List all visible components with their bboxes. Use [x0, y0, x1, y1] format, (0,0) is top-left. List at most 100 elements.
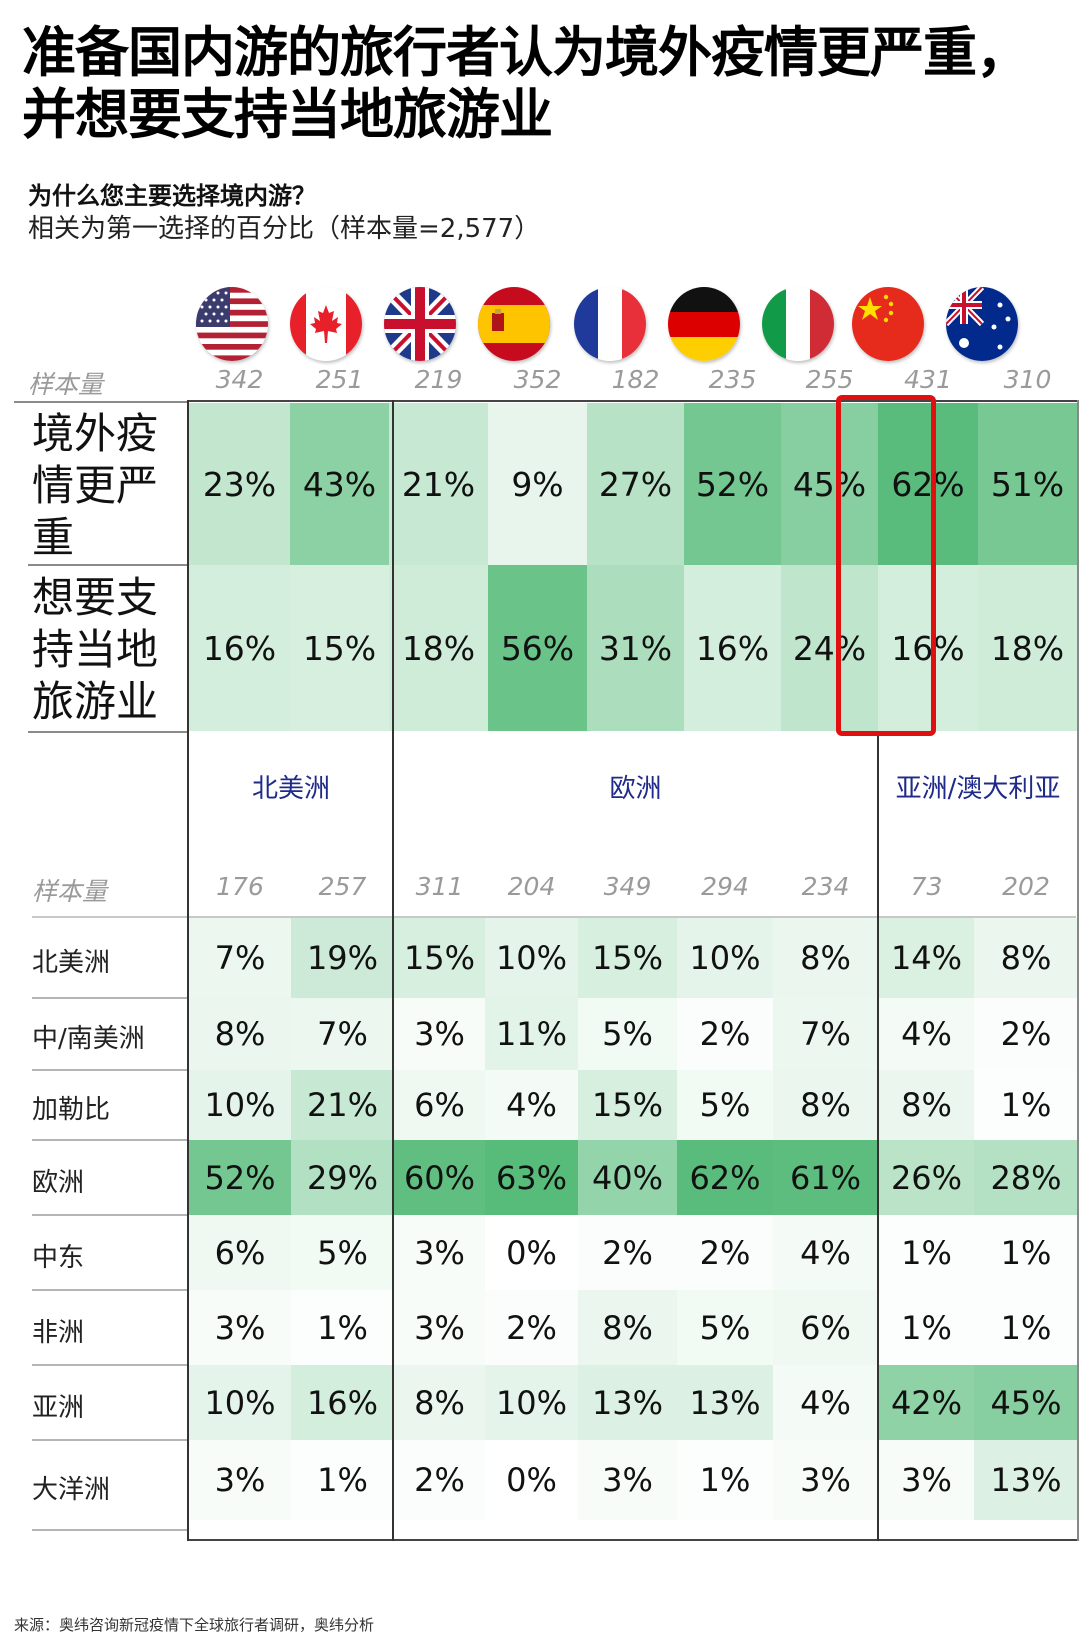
sample-size-value: 234: [801, 872, 850, 901]
heatmap-cell: 2%: [578, 1215, 677, 1290]
heatmap-cell: 51%: [978, 403, 1077, 565]
heatmap-cell: 52%: [684, 403, 781, 565]
heatmap-cell: 15%: [578, 918, 677, 998]
table-bottom-border: [187, 1539, 1079, 1541]
heatmap-cell: 7%: [189, 918, 291, 998]
heatmap-cell: 45%: [974, 1365, 1078, 1440]
source-note: 来源：奥纬咨询新冠疫情下全球旅行者调研，奥纬分析: [14, 1616, 375, 1634]
heatmap-cell: 3%: [394, 1290, 485, 1365]
heatmap-cell: 13%: [578, 1365, 677, 1440]
row-label: 加勒比: [32, 1095, 111, 1125]
row-divider: [32, 1439, 187, 1441]
table-left-border: [187, 400, 189, 1541]
heatmap-cell: 19%: [291, 918, 394, 998]
heatmap-cell: 3%: [879, 1440, 974, 1520]
heatmap-cell: 8%: [578, 1290, 677, 1365]
heatmap-cell: 6%: [773, 1290, 878, 1365]
row-divider: [32, 1529, 187, 1531]
heatmap-cell: 1%: [677, 1440, 773, 1520]
heatmap-cell: 27%: [587, 403, 684, 565]
heatmap-cell: 3%: [189, 1440, 291, 1520]
heatmap-cell: 14%: [879, 918, 974, 998]
canada-flag-icon: [290, 287, 362, 361]
heatmap-cell: 21%: [291, 1070, 394, 1140]
china-column-highlight: [836, 395, 936, 736]
page-title: 准备国内游的旅行者认为境外疫情更严重， 并想要支持当地旅游业: [22, 22, 1080, 146]
heatmap-cell: 23%: [189, 403, 290, 565]
heatmap-cell: 28%: [974, 1140, 1078, 1215]
heatmap-cell: 8%: [189, 998, 291, 1070]
row-label: 北美洲: [32, 948, 111, 978]
row-divider: [32, 997, 187, 999]
heatmap-cell: 4%: [773, 1215, 878, 1290]
heatmap-cell: 2%: [394, 1440, 485, 1520]
heatmap-cell: 15%: [394, 918, 485, 998]
heatmap-cell: 1%: [974, 1215, 1078, 1290]
heatmap-cell: 6%: [394, 1070, 485, 1140]
question: 为什么您主要选择境内游？: [28, 182, 316, 210]
heatmap-cell: 1%: [974, 1290, 1078, 1365]
heatmap-cell: 1%: [291, 1440, 394, 1520]
row-divider: [32, 1139, 187, 1141]
heatmap-cell: 5%: [677, 1290, 773, 1365]
sample-size-label: 样本量: [32, 877, 108, 906]
heatmap-cell: 45%: [781, 403, 878, 565]
heatmap-cell: 63%: [485, 1140, 578, 1215]
row-divider: [32, 1364, 187, 1366]
heatmap-cell: 16%: [291, 1365, 394, 1440]
region-label-asia-australia: 亚洲/澳大利亚: [895, 774, 1061, 804]
table-right-border: [1077, 400, 1079, 1541]
heatmap-cell: 62%: [677, 1140, 773, 1215]
title-line-1: 准备国内游的旅行者认为境外疫情更严重，: [22, 21, 1030, 84]
heatmap-cell: 24%: [781, 565, 878, 731]
sample-size-value: 352: [513, 365, 562, 394]
sample-size-value: 311: [415, 872, 464, 901]
heatmap-cell: 8%: [879, 1070, 974, 1140]
heatmap-cell: 10%: [485, 918, 578, 998]
heatmap-cell: 7%: [291, 998, 394, 1070]
heatmap-cell: 10%: [189, 1365, 291, 1440]
sample-size-value: 251: [315, 365, 364, 394]
row-label: 非洲: [32, 1317, 85, 1348]
heatmap-cell: 1%: [879, 1215, 974, 1290]
heatmap-cell: 1%: [974, 1070, 1078, 1140]
region-label-north-america: 北美洲: [251, 774, 330, 804]
region-divider-1: [392, 400, 394, 1541]
heatmap-cell: 18%: [978, 565, 1077, 731]
flags-row: [0, 287, 1080, 361]
row-divider: [32, 1214, 187, 1216]
region-divider-2: [877, 736, 879, 1541]
heatmap-cell: 56%: [488, 565, 587, 731]
row-divider: [14, 401, 189, 403]
sample-size-value: 202: [1002, 872, 1050, 901]
heatmap-cell: 0%: [485, 1215, 578, 1290]
sample-size-value: 294: [701, 872, 749, 901]
heatmap-cell: 1%: [291, 1290, 394, 1365]
us-flag-icon: [196, 287, 268, 361]
heatmap-cell: 26%: [879, 1140, 974, 1215]
heatmap-cell: 5%: [578, 998, 677, 1070]
heatmap-cell: 7%: [773, 998, 878, 1070]
title-line-2: 并想要支持当地旅游业: [22, 83, 553, 146]
heatmap-cell: 3%: [394, 1215, 485, 1290]
heatmap-cell: 6%: [189, 1215, 291, 1290]
sample-size-label: 样本量: [28, 370, 104, 399]
sample-size-value: 342: [215, 365, 264, 394]
row-label: 亚洲: [32, 1392, 85, 1423]
sample-size-value: 219: [414, 365, 463, 394]
heatmap-cell: 2%: [677, 1215, 773, 1290]
row-label-support-local: 想要支 持当地 旅游业: [32, 573, 159, 726]
heatmap-cell: 2%: [485, 1290, 578, 1365]
heatmap-cell: 29%: [291, 1140, 394, 1215]
heatmap-cell: 5%: [677, 1070, 773, 1140]
heatmap-cell: 8%: [773, 1070, 878, 1140]
heatmap-cell: 15%: [290, 565, 389, 731]
heatmap-cell: 18%: [389, 565, 488, 731]
row-divider: [32, 1289, 187, 1291]
heatmap-cell: 5%: [291, 1215, 394, 1290]
heatmap-cell: 4%: [485, 1070, 578, 1140]
row-label: 大洋洲: [32, 1475, 111, 1505]
france-flag-icon: [574, 287, 646, 361]
heatmap-cell: 43%: [290, 403, 389, 565]
spain-flag-icon: [478, 287, 550, 361]
